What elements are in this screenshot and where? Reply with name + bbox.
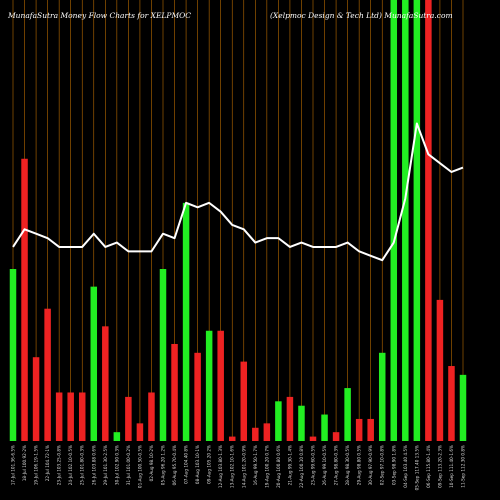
x-tick-label: 29-Jul 101.30-2.5% — [103, 445, 108, 485]
x-tick-label: 19-Aug 100.20 0.7% — [264, 445, 269, 488]
bar — [55, 392, 63, 441]
bar — [367, 418, 374, 441]
x-tick-label: 30-Aug 97.90-0.9% — [368, 445, 373, 485]
bar — [217, 330, 224, 441]
x-tick-label: 28-Aug 98.30-0.5% — [345, 445, 350, 485]
bar — [436, 299, 444, 441]
bar — [44, 308, 51, 441]
x-tick-label: 13-Aug 102.10-1.6% — [230, 445, 235, 488]
x-tick-label: 27-Aug 98.80-0.3% — [334, 445, 339, 485]
bar — [275, 401, 282, 441]
bar — [9, 269, 17, 441]
x-tick-label: 21-Aug 99.30-1.4% — [287, 445, 292, 485]
bar — [78, 392, 86, 441]
x-tick-label: 19-Jul 106.19-1.5% — [34, 445, 39, 485]
x-tick-label: 08-Aug 103.10-1% — [195, 445, 200, 484]
x-tick-label: 24-Jul 102.10-0.5% — [68, 445, 73, 485]
bar — [332, 432, 340, 441]
x-tick-label: 02-Aug 98.10-2% — [149, 445, 154, 481]
x-tick-label: 23-Jul 103.25-0.8% — [57, 445, 62, 485]
x-tick-label: 22-Jul 104.72-1% — [45, 445, 50, 481]
bar — [125, 396, 132, 441]
chart-title-left: MunafaSutra Money Flow Charts for XELPMO… — [7, 11, 191, 20]
x-tick-label: 26-Aug 99.10-0.5% — [322, 445, 327, 485]
line-layer — [12, 122, 464, 262]
bar — [240, 361, 248, 441]
bar — [298, 405, 305, 441]
bar — [148, 392, 155, 441]
bar — [113, 432, 121, 441]
bar — [390, 0, 398, 441]
bar — [263, 423, 271, 441]
x-tick-label: 07-Aug 104.40 8% — [184, 445, 189, 484]
money-flow-line — [12, 122, 464, 262]
bar — [205, 330, 213, 441]
chart-title-right: (Xelpmoc Design & Tech Ltd) MunafaSutra.… — [270, 11, 453, 20]
x-tick-label: 16-Aug 99.50-1.7% — [253, 445, 258, 485]
bar — [321, 414, 328, 441]
x-tick-label: 05-Aug 96.20 1.2% — [161, 445, 166, 485]
x-tick-label: 10-Sep 111.40-1.6% — [449, 445, 454, 488]
bar — [425, 0, 432, 441]
x-tick-label: 09-Aug 105.20 2% — [207, 445, 212, 484]
bar — [136, 423, 144, 441]
x-tick-label: 18-Jul 100.92-2% — [22, 445, 27, 481]
bar — [252, 427, 259, 441]
x-tick-label: 12-Aug 103.80-1.3% — [218, 445, 223, 488]
x-tick-label: 23-Aug 99.60-0.5% — [311, 445, 316, 485]
bar — [309, 436, 317, 441]
bar — [448, 366, 455, 441]
bar — [344, 388, 351, 441]
x-tick-label: 25-Jul 101.80-0.3% — [80, 445, 85, 485]
bar — [182, 202, 190, 441]
x-tick-label: 09-Sep 113.20-2.3% — [437, 445, 442, 488]
x-tick-label: 04-Sep 103.40 4.5% — [403, 445, 408, 488]
bar — [21, 158, 28, 441]
bar — [159, 269, 167, 441]
tick-layer: 17-Jul 101.36-6.5% 18-Jul 100.92-2% 19-Jul… — [11, 445, 466, 490]
bar — [402, 0, 409, 441]
x-tick-label: 01-Aug 100.50-0.5% — [137, 445, 142, 488]
bar — [286, 396, 294, 441]
bar — [67, 392, 74, 441]
x-tick-label: 29-Aug 98.80 0.5% — [357, 445, 362, 485]
x-tick-label: 02-Sep 97.10-0.8% — [380, 445, 385, 485]
x-tick-label: 26-Jul 103.88 0.6% — [91, 445, 96, 485]
bar — [459, 374, 467, 441]
x-tick-label: 22-Aug 100.10 0.8% — [299, 445, 304, 488]
bar-layer — [9, 0, 467, 441]
x-tick-label: 20-Aug 100.80 0.6% — [276, 445, 281, 488]
bar — [102, 326, 109, 441]
bar — [228, 436, 236, 441]
bar — [355, 418, 363, 441]
bar — [413, 0, 421, 441]
x-tick-label: 11-Sep 112.30 0.8% — [461, 445, 466, 488]
x-tick-label: 31-Jul 101.00-0.2% — [126, 445, 131, 485]
bar — [32, 357, 40, 441]
x-tick-label: 14-Aug 101.20-0.9% — [241, 445, 246, 488]
x-tick-label: 30-Jul 102.90 0.3% — [114, 445, 119, 485]
x-tick-label: 03-Sep 98.90 1.8% — [391, 445, 396, 485]
bar — [171, 343, 178, 441]
x-tick-label: 17-Jul 101.36-6.5% — [11, 445, 16, 485]
bar — [90, 286, 98, 441]
x-tick-label: 05-Sep 117.40 13.5% — [414, 445, 419, 490]
x-tick-label: 06-Aug 95.70-0.4% — [172, 445, 177, 485]
bar — [194, 352, 201, 441]
bar — [378, 352, 386, 441]
x-tick-label: 06-Sep 115.80-1.4% — [426, 445, 431, 488]
